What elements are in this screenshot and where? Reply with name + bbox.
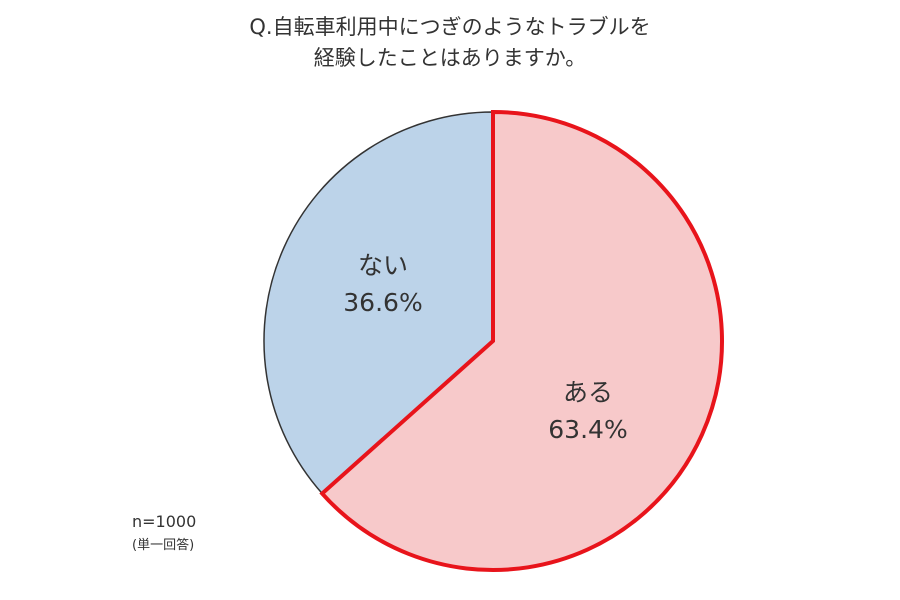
chart-title: Q.自転車利用中につぎのようなトラブルを 経験したことはありますか。 bbox=[0, 12, 900, 74]
chart-title-line-2: 経験したことはありますか。 bbox=[313, 46, 587, 70]
answer-type: (単一回答) bbox=[132, 538, 195, 553]
slice-nai bbox=[263, 111, 494, 495]
pie-slices bbox=[263, 109, 724, 572]
slice-aru-name: ある bbox=[563, 378, 613, 407]
slice-nai-percent: 36.6% bbox=[343, 288, 422, 317]
slice-label-nai: ない 36.6% bbox=[343, 251, 422, 317]
slice-label-aru: ある 63.4% bbox=[548, 378, 627, 444]
slice-aru bbox=[319, 109, 724, 572]
slice-aru-percent: 63.4% bbox=[548, 415, 627, 444]
sample-size: n=1000 bbox=[132, 512, 197, 531]
sample-note: n=1000 (単一回答) bbox=[132, 510, 196, 558]
chart-title-line-1: Q.自転車利用中につぎのようなトラブルを bbox=[249, 15, 651, 39]
slice-nai-name: ない bbox=[358, 251, 408, 280]
